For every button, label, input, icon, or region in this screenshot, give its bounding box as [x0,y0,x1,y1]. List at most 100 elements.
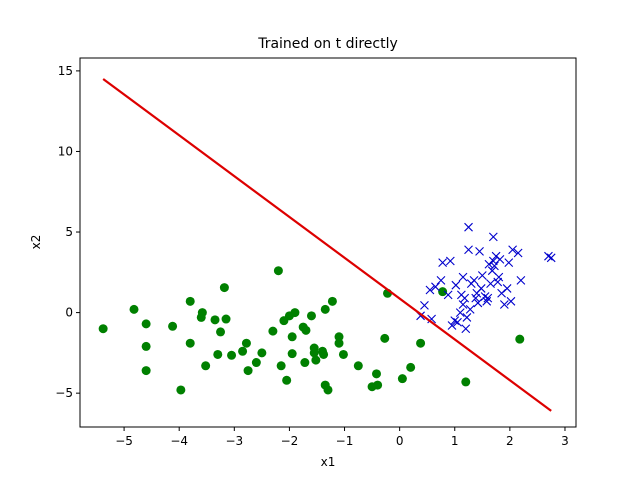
x-tick-label: −1 [336,434,354,448]
data-point-x [425,285,435,295]
data-point-x [475,246,484,256]
data-point-circle [268,326,278,336]
data-point-circle [438,287,448,297]
data-point-circle [397,374,407,384]
plot-area [98,78,556,412]
data-point-circle [301,325,311,335]
y-tick-label: 15 [58,64,73,78]
data-point-circle [176,385,186,395]
data-point-circle [323,385,333,395]
x-tick-label: −2 [281,434,299,448]
data-point-x [495,255,505,264]
y-tick-label: 10 [58,144,73,158]
data-point-x [513,248,523,258]
data-point-circle [327,296,337,306]
data-point-circle [380,333,390,343]
data-point-circle [373,380,383,390]
data-point-x [436,275,446,285]
data-point-circle [216,327,226,337]
data-point-x [476,284,486,293]
data-point-circle [238,346,248,356]
data-point-x [483,293,493,303]
data-point-circle [287,332,297,342]
data-point-circle [213,349,223,359]
data-point-circle [334,332,344,342]
data-point-x [480,292,490,301]
data-point-x [455,308,465,317]
y-tick-label: −5 [55,386,73,400]
data-point-circle [406,362,416,372]
data-point-x [499,300,509,309]
data-point-x [445,256,455,266]
data-point-circle [282,375,292,385]
x-tick-label: 0 [396,434,404,448]
x-tick-label: 2 [506,434,514,448]
data-point-circle [251,358,261,368]
data-point-x [431,282,440,292]
data-point-circle [257,348,267,358]
data-point-x [447,321,457,330]
data-point-x [508,245,518,255]
data-point-x [546,253,556,263]
data-point-x [450,316,460,326]
data-point-x [438,258,448,268]
y-axis-label: x2 [29,235,43,250]
axes: −5 −4 −3 −2 −1 0 1 2 3 −5 0 5 10 15 [55,57,577,448]
axes-frame [79,57,577,428]
data-point-x [494,272,504,282]
data-point-circle [273,266,283,276]
data-point-circle [320,304,330,314]
data-point-circle [221,314,231,324]
data-point-circle [219,283,229,293]
data-point-circle [300,358,310,368]
data-point-x [465,304,475,314]
data-point-circle [185,338,195,348]
data-point-circle [141,341,151,351]
data-point-x [460,293,470,303]
data-point-circle [98,324,108,334]
data-point-x [516,275,526,285]
data-point-x [477,271,487,280]
data-point-x [458,272,468,282]
data-point-x [506,296,516,306]
data-point-circle [168,321,178,331]
x-tick-label: −5 [115,434,133,448]
data-point-x [473,298,483,308]
data-point-circle [309,348,319,358]
data-point-circle [311,355,321,365]
data-point-circle [197,308,207,318]
data-point-x [544,251,553,261]
data-point-circle [287,349,297,359]
decision-boundary-line [102,78,552,412]
data-point-circle [227,350,237,360]
data-point-x [482,296,492,306]
data-point-x [458,300,468,309]
x-tick-label: 1 [451,434,459,448]
data-point-circle [129,304,139,314]
plot-marks [98,78,556,412]
data-point-x [469,275,479,285]
data-point-x [443,290,453,300]
data-point-x [504,258,514,268]
data-point-circle [290,308,300,318]
data-point-x [461,324,471,334]
data-point-x [488,232,498,242]
data-point-circle [241,338,251,348]
y-tick-label: 5 [65,225,73,239]
data-point-circle [201,361,211,371]
data-point-x [427,314,436,324]
data-point-circle [461,377,471,387]
data-point-circle [319,349,329,359]
data-point-circle [515,334,525,344]
data-point-circle [416,338,426,348]
data-point-x [490,261,499,271]
data-point-x [464,245,473,255]
data-point-x [451,280,461,290]
data-point-circle [371,369,381,379]
data-point-x [462,313,472,322]
data-point-circle [276,361,286,371]
data-point-x [464,222,473,232]
data-point-circle [210,315,220,325]
data-point-x [484,259,494,269]
